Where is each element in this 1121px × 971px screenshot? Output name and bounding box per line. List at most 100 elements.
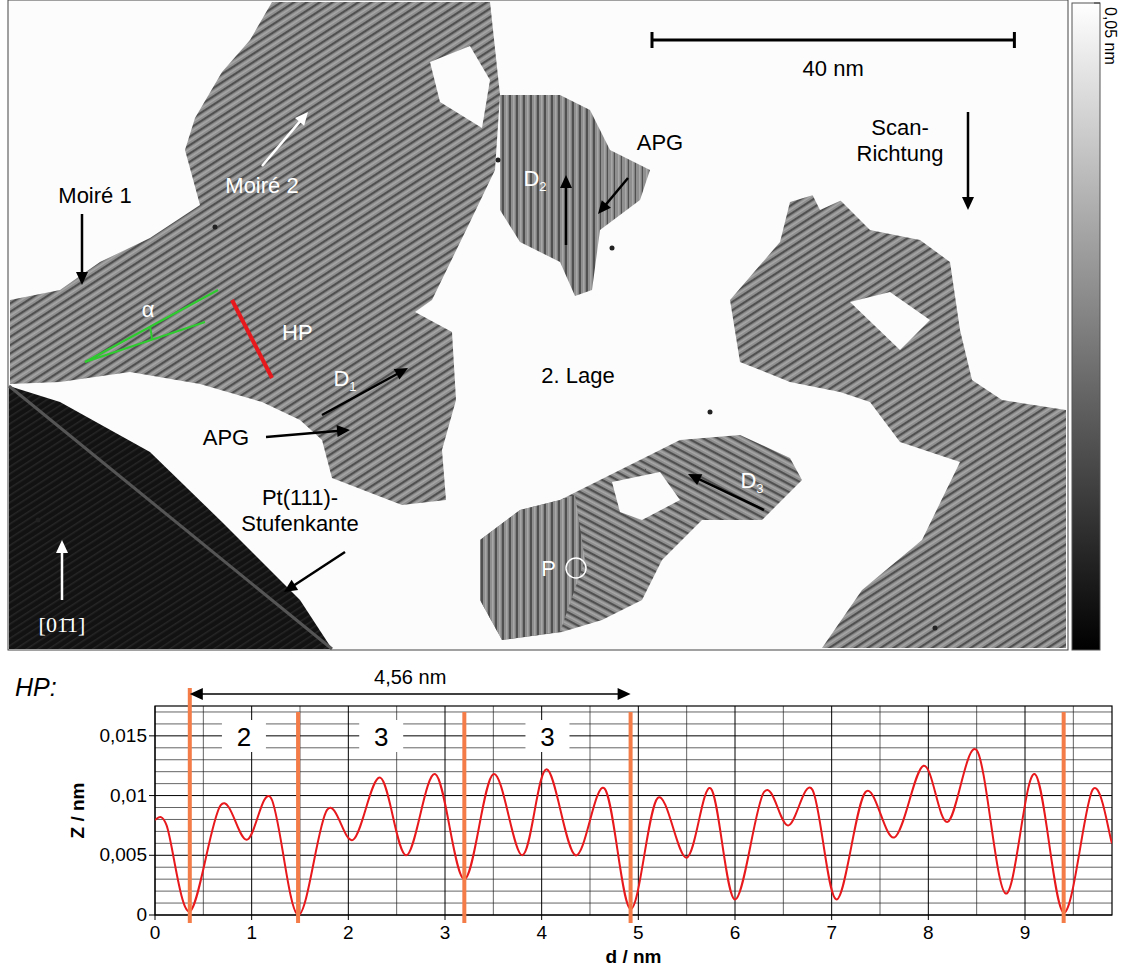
label-patch	[222, 720, 266, 752]
tick-label: 4	[536, 922, 547, 943]
tick	[149, 915, 155, 916]
angle-arc	[150, 327, 152, 340]
tick	[445, 915, 446, 920]
annotation-main: D	[333, 366, 349, 391]
tick-label: 5	[633, 922, 644, 943]
arrow-shaft	[61, 550, 64, 600]
minor-grid	[686, 706, 687, 915]
distance-label: 4,56 nm	[374, 666, 446, 688]
annotation-main: P	[541, 556, 556, 581]
arrow-shaft	[967, 112, 970, 200]
arrow-head	[56, 540, 68, 553]
arrow	[56, 540, 68, 600]
tick-label: 0,005	[99, 844, 147, 865]
arrow-head	[284, 580, 298, 592]
arrow-head	[394, 368, 408, 379]
arrow-shaft	[266, 431, 340, 437]
annotation-main: D	[523, 166, 539, 191]
minor-grid	[976, 706, 977, 915]
annotation-sub: 3	[756, 481, 763, 496]
grid-line	[445, 706, 446, 915]
annotation: Richtung	[857, 141, 944, 166]
annotation: APG	[637, 130, 683, 155]
minor-grid	[783, 706, 784, 915]
colorbar-label: 0,05 nm	[1102, 7, 1119, 65]
marker-line	[462, 712, 466, 923]
arrow-shaft	[200, 693, 620, 695]
annotation-main: α	[142, 297, 155, 322]
arrow-shaft	[565, 185, 568, 245]
arrow-head	[618, 688, 631, 700]
arrow-shaft	[605, 178, 628, 206]
row-count: 3	[540, 722, 554, 752]
tick	[735, 915, 736, 920]
defect	[213, 225, 218, 230]
marker-line	[188, 688, 192, 923]
profile-chart: 00,0050,010,0150123456789HP:d / nmZ / nm…	[15, 666, 1112, 967]
hole	[612, 472, 680, 520]
tick-label: 8	[923, 922, 934, 943]
defect	[496, 158, 501, 163]
annotation: P	[541, 556, 556, 581]
tick-label: 0,01	[110, 785, 147, 806]
tick	[155, 915, 156, 920]
hp-line	[232, 300, 272, 378]
scale-bar-end	[651, 32, 654, 48]
terrace	[480, 435, 802, 640]
colorbar	[1072, 3, 1100, 650]
image-frame	[8, 0, 1068, 650]
y-axis-title: Z / nm	[67, 783, 88, 839]
row-count: 3	[374, 722, 388, 752]
annotation: 2. Lage	[541, 363, 614, 388]
arrow-shaft	[81, 214, 84, 275]
arrow	[284, 552, 345, 592]
tick	[149, 795, 155, 796]
annotation: D2	[523, 166, 546, 194]
arrow-head	[962, 197, 974, 210]
arrow	[76, 214, 88, 285]
annotation-main: APG	[637, 130, 683, 155]
arrow-head	[560, 175, 572, 188]
tick-label: 1	[246, 922, 257, 943]
arrow-head	[190, 688, 203, 700]
tick-label: 0	[136, 904, 147, 925]
annotation: D3	[740, 468, 763, 496]
arrow-head	[295, 112, 308, 126]
x-axis-title: d / nm	[606, 946, 662, 967]
grid-line	[831, 706, 832, 915]
hole	[430, 46, 490, 128]
grid-line	[735, 706, 736, 915]
scale-bar-end	[1013, 32, 1016, 48]
angle-line	[85, 322, 205, 362]
arrow	[190, 688, 631, 700]
annotation: [01̄1]	[39, 612, 86, 637]
annotation-main: Moiré 2	[225, 173, 298, 198]
tick-label: 6	[730, 922, 741, 943]
tick	[928, 915, 929, 920]
terrace	[500, 95, 650, 296]
label-patch	[359, 720, 403, 752]
tick	[541, 915, 542, 920]
hole	[850, 292, 930, 350]
tick	[149, 855, 155, 856]
angle-line	[85, 290, 218, 362]
tick-label: 0	[150, 922, 161, 943]
defect	[933, 626, 938, 631]
tick	[831, 915, 832, 920]
marker-line	[1062, 712, 1066, 923]
figure: 40 nmMoiré 1Moiré 2APGAPGD1D2D3HPα2. Lag…	[0, 0, 1121, 971]
arrow	[560, 175, 572, 245]
annotation-main: HP	[282, 320, 313, 345]
arrow-head	[598, 200, 611, 214]
tick-label: 3	[440, 922, 451, 943]
chart-title: HP:	[15, 673, 57, 701]
annotation-sub: 1	[349, 379, 356, 394]
annotation: α	[142, 297, 155, 322]
defect	[610, 246, 615, 251]
hole	[800, 165, 842, 210]
minor-grid	[493, 706, 494, 915]
grid-line	[348, 706, 349, 915]
minor-grid	[203, 706, 204, 915]
arrow	[266, 425, 350, 437]
arrow-head	[76, 272, 88, 285]
